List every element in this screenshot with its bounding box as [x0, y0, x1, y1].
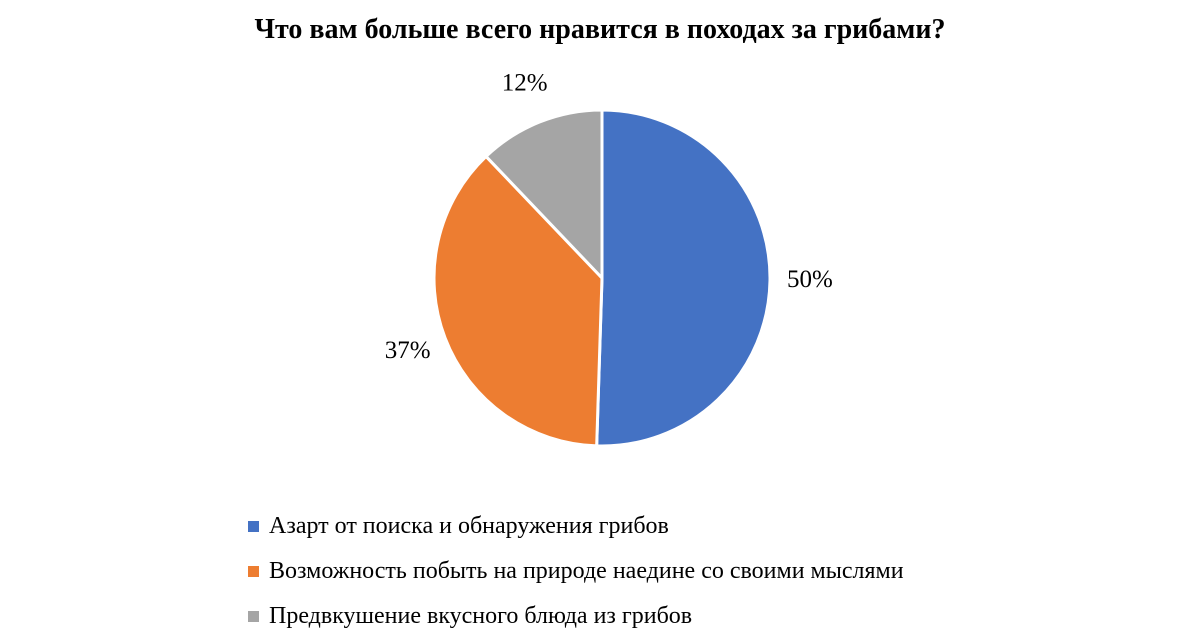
legend-item: Возможность побыть на природе наедине со… [248, 557, 904, 585]
legend-label: Возможность побыть на природе наедине со… [269, 558, 904, 584]
data-label-nature: 37% [385, 337, 431, 364]
slice-dish [484, 108, 604, 280]
legend-swatch [248, 520, 259, 532]
legend-item: Азарт от поиска и обнаружения грибов [248, 512, 904, 540]
legend-swatch [248, 565, 259, 577]
legend-label: Предвкушение вкусного блюда из грибов [269, 603, 693, 629]
legend-item: Предвкушение вкусного блюда из грибов [248, 602, 904, 630]
data-label-azart: 50% [787, 266, 833, 293]
chart-title: Что вам больше всего нравится в походах … [254, 14, 946, 45]
legend: Азарт от поиска и обнаружения грибов Воз… [248, 512, 904, 639]
slice-azart [595, 108, 772, 448]
legend-label: Азарт от поиска и обнаружения грибов [269, 513, 669, 539]
data-label-dish: 12% [502, 70, 548, 97]
slice-nature [432, 154, 604, 448]
legend-swatch [248, 610, 259, 622]
